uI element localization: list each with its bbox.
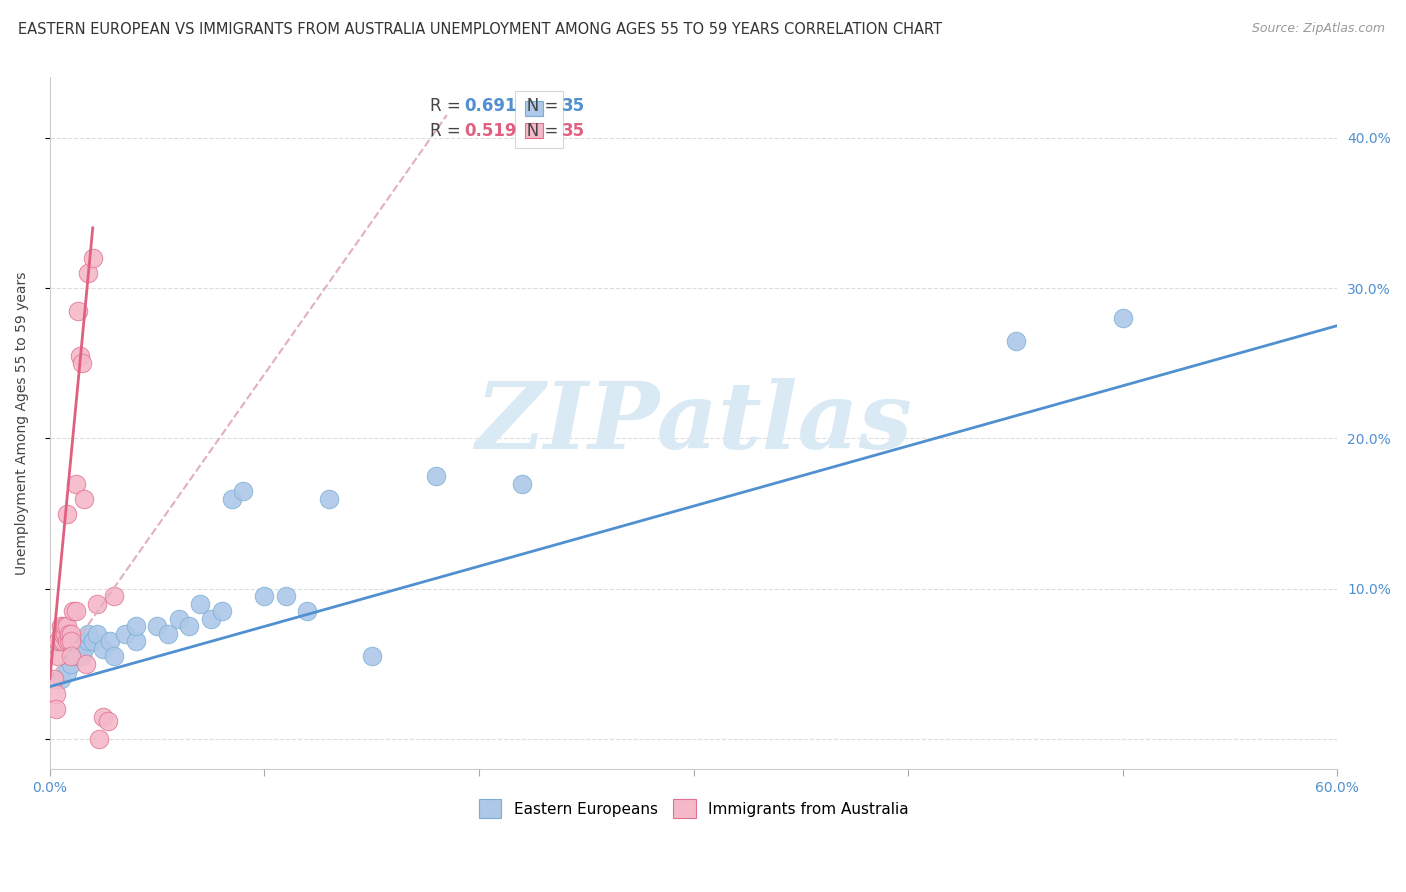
Text: R =: R = — [430, 97, 465, 115]
Point — [77, 266, 100, 280]
Point — [45, 687, 67, 701]
Point — [93, 709, 115, 723]
Text: EASTERN EUROPEAN VS IMMIGRANTS FROM AUSTRALIA UNEMPLOYMENT AMONG AGES 55 TO 59 Y: EASTERN EUROPEAN VS IMMIGRANTS FROM AUST… — [18, 22, 942, 37]
Text: 0.519: 0.519 — [464, 122, 517, 140]
Point — [73, 491, 96, 506]
Point — [65, 604, 87, 618]
Point — [52, 627, 75, 641]
Point — [65, 476, 87, 491]
Point — [49, 627, 72, 641]
Point — [232, 484, 254, 499]
Point — [221, 491, 243, 506]
Point — [360, 649, 382, 664]
Point — [49, 619, 72, 633]
Point — [42, 672, 65, 686]
Point — [211, 604, 233, 618]
Point — [56, 665, 79, 679]
Point — [58, 634, 80, 648]
Point — [73, 642, 96, 657]
Point — [60, 627, 83, 641]
Point — [156, 627, 179, 641]
Point — [66, 303, 89, 318]
Point — [274, 590, 297, 604]
Point — [69, 642, 91, 657]
Point — [425, 469, 447, 483]
Point — [86, 597, 108, 611]
Point — [98, 634, 121, 648]
Text: N =: N = — [510, 97, 564, 115]
Text: 35: 35 — [562, 122, 585, 140]
Point — [77, 634, 100, 648]
Point — [297, 604, 319, 618]
Point — [70, 649, 93, 664]
Point — [188, 597, 211, 611]
Point — [510, 476, 533, 491]
Point — [48, 634, 70, 648]
Point — [114, 627, 136, 641]
Point — [93, 642, 115, 657]
Point — [65, 649, 87, 664]
Text: 0.691: 0.691 — [464, 97, 517, 115]
Point — [86, 627, 108, 641]
Text: R =: R = — [430, 122, 465, 140]
Point — [52, 634, 75, 648]
Point — [48, 649, 70, 664]
Point — [1004, 334, 1026, 348]
Point — [56, 619, 79, 633]
Point — [53, 627, 76, 641]
Point — [103, 649, 125, 664]
Point — [253, 590, 276, 604]
Point — [77, 627, 100, 641]
Text: 35: 35 — [562, 97, 585, 115]
Point — [60, 634, 83, 648]
Text: ZIPatlas: ZIPatlas — [475, 378, 912, 468]
Point — [69, 349, 91, 363]
Point — [62, 604, 84, 618]
Point — [49, 672, 72, 686]
Point — [103, 590, 125, 604]
Point — [53, 619, 76, 633]
Point — [60, 649, 83, 664]
Point — [1112, 311, 1135, 326]
Point — [200, 612, 222, 626]
Point — [70, 356, 93, 370]
Point — [56, 507, 79, 521]
Point — [45, 702, 67, 716]
Point — [318, 491, 340, 506]
Point — [97, 714, 120, 728]
Text: N =: N = — [510, 122, 564, 140]
Y-axis label: Unemployment Among Ages 55 to 59 years: Unemployment Among Ages 55 to 59 years — [15, 272, 30, 575]
Point — [146, 619, 169, 633]
Point — [58, 627, 80, 641]
Point — [167, 612, 190, 626]
Point — [89, 732, 111, 747]
Point — [179, 619, 201, 633]
Point — [82, 251, 104, 265]
Point — [56, 634, 79, 648]
Point — [124, 634, 146, 648]
Point — [49, 634, 72, 648]
Point — [124, 619, 146, 633]
Point — [75, 657, 97, 671]
Point — [82, 634, 104, 648]
Legend: Eastern Europeans, Immigrants from Australia: Eastern Europeans, Immigrants from Austr… — [472, 793, 915, 824]
Text: Source: ZipAtlas.com: Source: ZipAtlas.com — [1251, 22, 1385, 36]
Point — [60, 657, 83, 671]
